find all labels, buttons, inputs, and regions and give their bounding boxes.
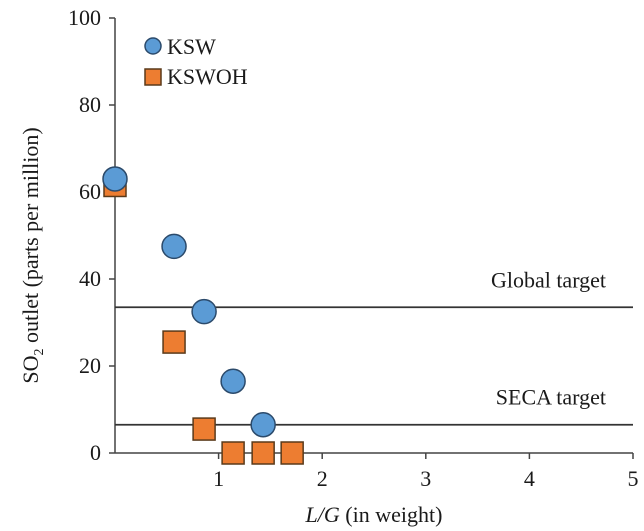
legend-label-ksw: KSW [167,34,216,59]
legend-label-kswoh: KSWOH [167,64,248,89]
y-axis-title-main: SO [18,356,43,384]
legend-marker-ksw [144,37,162,55]
y-axis-ticks: 0 20 40 60 80 100 [68,5,115,465]
x-axis-title: L/G (in weight) [305,502,443,527]
data-points [102,166,304,465]
y-tick-label-20: 20 [79,353,101,378]
y-tick-label-80: 80 [79,92,101,117]
y-tick-label-60: 60 [79,179,101,204]
x-axis-title-rest: (in weight) [340,502,443,527]
y-axis-title-subscript: 2 [32,349,47,356]
point-ksw-0 [102,166,128,192]
global-target-label: Global target [491,267,606,292]
x-tick-label-4: 4 [524,466,535,491]
y-tick-label-100: 100 [68,5,101,30]
point-kswoh-2 [192,417,216,441]
point-kswoh-3 [221,441,245,465]
point-ksw-4 [250,411,276,438]
x-tick-label-2: 2 [317,466,328,491]
x-tick-label-1: 1 [213,466,224,491]
y-axis-title: SO2 outlet (parts per million) [18,127,47,383]
y-tick-label-40: 40 [79,266,101,291]
point-kswoh-1 [162,330,186,354]
legend: KSW KSWOH [144,34,248,89]
reference-lines: Global target SECA target [115,267,633,426]
y-axis-title-rest: outlet (parts per million) [18,127,43,348]
seca-target-label: SECA target [496,385,606,410]
legend-marker-kswoh [144,68,162,86]
point-ksw-3 [220,368,246,394]
point-kswoh-4 [251,441,275,465]
point-kswoh-5 [280,441,304,465]
y-tick-label-0: 0 [90,440,101,465]
x-axis-title-italic: L/G [305,502,340,527]
point-ksw-1 [161,233,187,260]
x-tick-label-3: 3 [420,466,431,491]
x-tick-label-5: 5 [628,466,639,491]
x-axis-ticks: 1 2 3 4 5 [213,453,639,491]
point-ksw-2 [191,298,217,325]
